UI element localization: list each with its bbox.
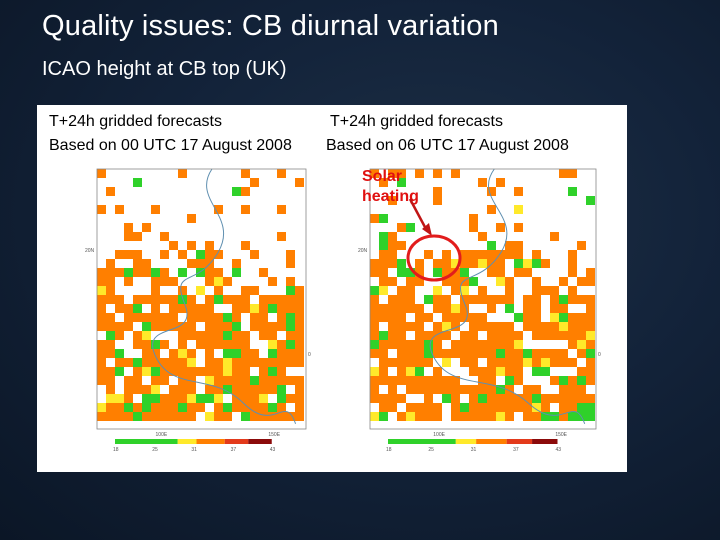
forecast-grid-cells — [97, 169, 304, 421]
legend-tick-label: 25 — [428, 447, 434, 453]
solar-heating-label: Solar heating — [362, 167, 419, 207]
x-tick-label: 150E — [555, 432, 567, 438]
x-tick-label: 100E — [433, 432, 445, 438]
forecast-grid-cells — [370, 169, 595, 421]
panel-caption-line2: Based on 06 UTC 17 August 2008 — [326, 137, 569, 154]
y-tick-label: 20N — [358, 248, 368, 254]
solar-heating-line2: heating — [362, 188, 419, 205]
slide-subtitle: ICAO height at CB top (UK) — [42, 58, 287, 80]
x-tick-label: 100E — [156, 432, 168, 438]
cb-height-map-00utc: 100E 150E 20N 0 18 25 31 37 43 — [85, 168, 311, 453]
panel-caption-line1: T+24h gridded forecasts — [49, 113, 222, 130]
legend-tick-label: 25 — [152, 447, 158, 453]
legend-tick-label: 37 — [513, 447, 519, 453]
legend-tick-label: 18 — [113, 447, 119, 453]
x-tick-label: 150E — [268, 432, 280, 438]
y-tick-label: 0 — [308, 352, 311, 358]
forecast-panel-00utc: T+24h gridded forecasts Based on 00 UTC … — [37, 105, 322, 472]
legend-tick-label: 43 — [270, 447, 276, 453]
legend-tick-label: 31 — [471, 447, 477, 453]
y-tick-label: 0 — [598, 352, 601, 358]
legend-tick-label: 18 — [386, 447, 392, 453]
colour-legend: 18 25 31 37 43 — [113, 439, 276, 453]
legend-tick-label: 31 — [191, 447, 197, 453]
cb-height-map-06utc: 100E 150E 20N 0 18 25 31 37 43 — [358, 168, 601, 453]
y-tick-label: 20N — [85, 248, 95, 254]
legend-tick-label: 37 — [231, 447, 237, 453]
slide-title: Quality issues: CB diurnal variation — [42, 10, 499, 42]
solar-heating-line1: Solar — [362, 168, 403, 185]
forecast-panel-06utc: T+24h gridded forecasts Based on 06 UTC … — [322, 105, 627, 472]
colour-legend: 18 25 31 37 43 — [386, 439, 561, 453]
panel-caption-line1: T+24h gridded forecasts — [330, 113, 503, 130]
panel-caption-line2: Based on 00 UTC 17 August 2008 — [49, 137, 292, 154]
legend-tick-label: 43 — [556, 447, 562, 453]
